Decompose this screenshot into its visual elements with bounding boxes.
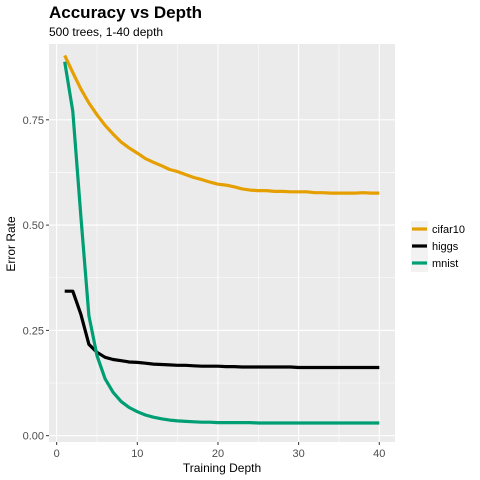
y-tick-label: 0.00 — [23, 431, 44, 443]
chart-title: Accuracy vs Depth — [49, 3, 202, 22]
legend-label-higgs: higgs — [432, 241, 459, 253]
x-tick-label: 30 — [292, 448, 304, 460]
chart-subtitle: 500 trees, 1-40 depth — [49, 25, 163, 39]
y-tick-label: 0.75 — [23, 115, 44, 127]
plot-panel — [49, 44, 395, 442]
grid-major — [49, 44, 395, 442]
x-axis-label: Training Depth — [183, 461, 261, 475]
legend-label-cifar10: cifar10 — [432, 224, 465, 236]
x-tick-label: 0 — [54, 448, 60, 460]
y-axis-label: Error Rate — [4, 216, 18, 272]
x-tick-label: 20 — [212, 448, 224, 460]
series-line-mnist — [63, 61, 380, 425]
y-tick-label: 0.50 — [23, 220, 44, 232]
y-tick-label: 0.25 — [23, 325, 44, 337]
series-lines — [63, 54, 380, 425]
x-tick-label: 10 — [131, 448, 143, 460]
x-tick-label: 40 — [373, 448, 385, 460]
series-line-higgs — [64, 289, 380, 370]
y-axis: 0.00 0.25 0.50 0.75 — [23, 115, 49, 443]
x-axis: 0 10 20 30 40 — [54, 442, 385, 460]
legend: cifar10 higgs mnist — [411, 221, 465, 272]
legend-label-mnist: mnist — [432, 258, 458, 270]
series-line-cifar10 — [63, 54, 380, 195]
